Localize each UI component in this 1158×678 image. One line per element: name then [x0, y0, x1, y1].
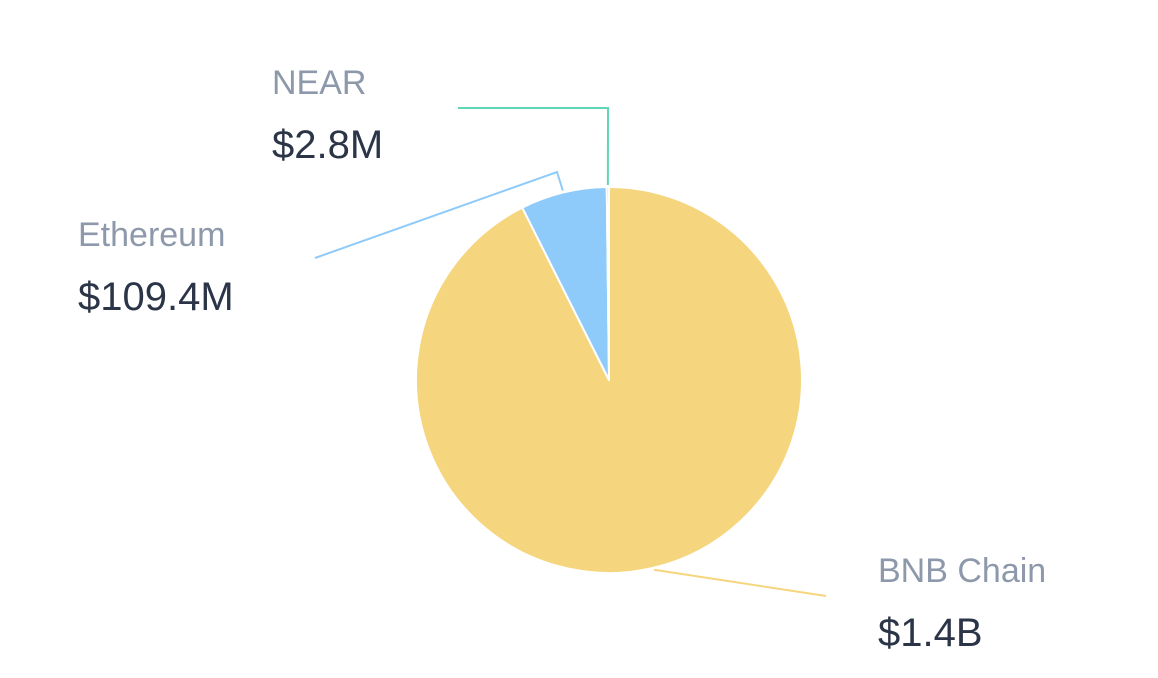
- slice-value: $109.4M: [78, 275, 234, 319]
- slice-label: BNB Chain: [878, 552, 1046, 590]
- leader-line: [458, 107, 610, 186]
- leader-line: [314, 170, 564, 259]
- slice-value: $1.4B: [878, 611, 983, 655]
- slice-label: Ethereum: [78, 216, 225, 254]
- pie-slice: [605, 185, 610, 381]
- leader-line: [653, 568, 827, 597]
- slice-label: NEAR: [272, 64, 366, 102]
- slice-value: $2.8M: [272, 123, 383, 167]
